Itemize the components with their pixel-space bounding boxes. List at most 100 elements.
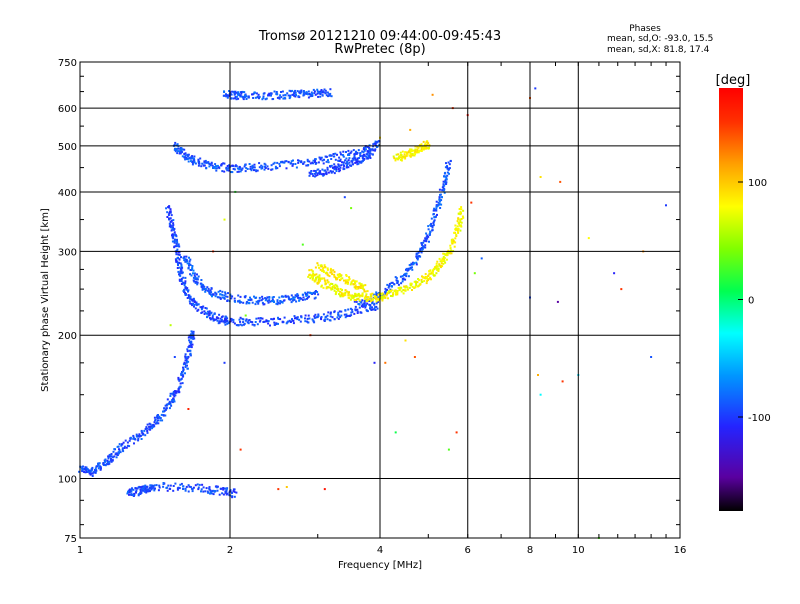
echo-point (163, 407, 166, 410)
echo-point (239, 170, 242, 173)
echo-point (438, 196, 441, 199)
echo-point (241, 90, 244, 93)
echo-point (397, 287, 400, 289)
echo-point (136, 487, 139, 490)
echo-point (304, 293, 307, 295)
echo-point (311, 161, 314, 164)
echo-point (419, 248, 422, 251)
echo-point (207, 491, 210, 494)
echo-point (400, 154, 403, 157)
echo-point (190, 344, 193, 347)
echo-point (354, 284, 357, 287)
echo-point (459, 224, 462, 227)
echo-point (290, 160, 293, 163)
echo-point (353, 312, 356, 315)
echo-point (369, 152, 372, 155)
echo-point (424, 273, 427, 275)
echo-point (325, 160, 328, 163)
echo-point (264, 167, 267, 169)
echo-point (212, 167, 214, 169)
echo-point (126, 444, 129, 447)
echo-point (355, 158, 357, 161)
echo-point (251, 323, 254, 326)
echo-point (457, 231, 460, 234)
echo-point (138, 433, 141, 436)
echo-point (264, 98, 267, 101)
echo-point (414, 150, 417, 153)
y-tick-label: 200 (58, 331, 77, 342)
echo-point (347, 314, 350, 317)
echo-point (216, 319, 219, 322)
echo-point (155, 421, 158, 424)
echo-point (146, 431, 149, 434)
echo-point (444, 182, 447, 185)
echo-point (425, 232, 428, 235)
echo-point (362, 285, 364, 288)
echo-point (344, 289, 347, 292)
echo-point (219, 289, 222, 292)
x-tick-label: 4 (377, 545, 383, 556)
echo-point (336, 285, 339, 288)
echo-point (339, 151, 342, 154)
echo-point (244, 94, 246, 97)
echo-point (180, 266, 183, 269)
echo-point (226, 300, 229, 302)
echo-point (239, 95, 242, 98)
echo-point (433, 216, 436, 219)
echo-point (324, 280, 327, 283)
echo-point (175, 235, 178, 238)
echo-point (295, 316, 298, 319)
echo-point (413, 154, 416, 157)
echo-point (253, 163, 256, 166)
echo-point (356, 151, 359, 154)
echo-point (310, 274, 313, 277)
trace-o-5 (222, 88, 333, 101)
echo-point (421, 281, 424, 283)
echo-point (192, 159, 195, 162)
echo-point (371, 297, 374, 300)
echo-point (140, 438, 143, 440)
echo-point (211, 295, 213, 298)
echo-point (301, 293, 304, 296)
echo-point (279, 94, 282, 97)
echo-point (185, 157, 188, 159)
echo-point (277, 322, 279, 325)
echo-point (425, 238, 427, 241)
echo-point (189, 269, 192, 271)
echo-point (258, 162, 261, 165)
echo-point (253, 169, 255, 172)
echo-point (363, 290, 366, 293)
echo-point (150, 485, 153, 488)
echo-point (342, 155, 345, 158)
echo-point (281, 160, 284, 163)
echo-point (251, 164, 254, 167)
echo-point (334, 283, 337, 286)
echo-point (149, 425, 152, 428)
echo-point (337, 168, 340, 170)
echo-point (379, 296, 382, 299)
echo-point (287, 297, 290, 300)
x-tick-label: 1 (77, 545, 83, 556)
echo-point (316, 282, 319, 284)
y-tick-label: 100 (58, 475, 77, 486)
echo-point (275, 92, 278, 95)
echo-point (242, 301, 245, 304)
echo-point (178, 152, 181, 155)
trace-o-3 (172, 140, 381, 174)
echo-point (354, 292, 357, 295)
echo-point (359, 161, 361, 164)
echo-point (424, 147, 427, 150)
echo-point (294, 294, 297, 297)
echo-point (395, 279, 398, 282)
echo-point (437, 201, 440, 204)
plot-area (78, 87, 667, 539)
echo-point (129, 436, 132, 439)
echo-point (432, 213, 435, 215)
echo-point (254, 96, 257, 99)
echo-point (169, 484, 172, 487)
echo-point (315, 316, 318, 319)
echo-point (427, 225, 430, 228)
echo-point (324, 89, 327, 92)
echo-point (210, 492, 213, 495)
scatter-point (343, 196, 346, 199)
